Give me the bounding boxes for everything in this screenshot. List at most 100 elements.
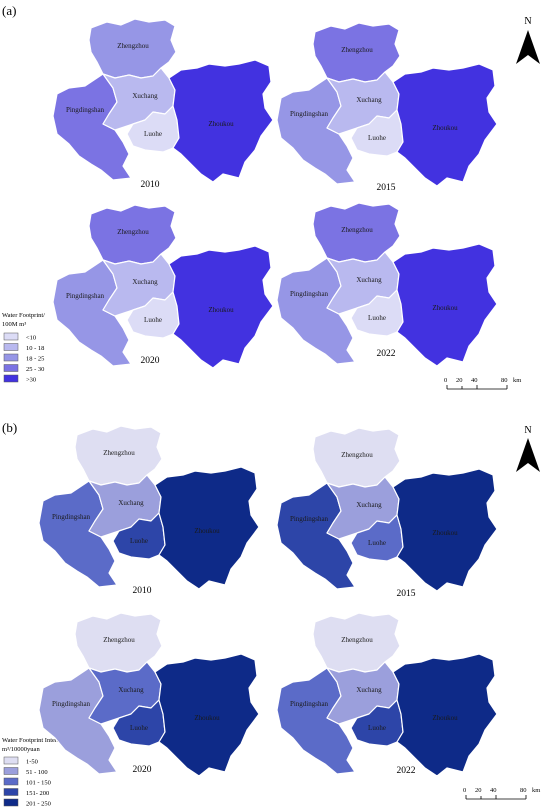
region-zhengzhou [312,22,401,83]
legend-title-line2: m³/10000yuan [2,746,40,753]
region-label-zhoukou: Zhoukou [432,714,458,722]
legend-label: >30 [26,377,36,384]
map-2022: Zhengzhou Pingdingshan Xuchang Luohe Zhoukou [276,612,498,777]
legend-swatch [3,343,19,351]
region-label-zhengzhou: Zhengzhou [103,449,135,457]
region-pingdingshan [38,480,118,588]
region-label-xuchang: Xuchang [356,276,382,284]
region-zhoukou [168,245,274,369]
map-2015: Zhengzhou Pingdingshan Xuchang Luohe Zhoukou [276,427,498,592]
north-arrow-b: N [516,425,540,472]
year-label: 2015 [397,589,416,599]
scale-unit: km [513,377,521,384]
region-label-xuchang: Xuchang [356,501,382,509]
region-zhoukou [392,63,498,187]
region-label-pingdingshan: Pingdingshan [290,290,329,298]
legend-label: 151- 200 [26,790,49,797]
region-label-xuchang: Xuchang [132,92,158,100]
scale-tick-0: 0 [463,787,466,794]
region-zhoukou [392,243,498,367]
year-label: 2020 [141,356,160,366]
region-label-zhengzhou: Zhengzhou [103,636,135,644]
legend-swatch [3,364,19,372]
region-label-pingdingshan: Pingdingshan [290,515,329,523]
legend-label: 18 - 25 [26,356,44,363]
map-2010: Zhengzhou Pingdingshan Xuchang Luohe Zhoukou [52,18,274,183]
region-zhengzhou [312,612,401,673]
legend-swatch [3,374,19,383]
map-2010: Zhengzhou Pingdingshan Xuchang Luohe Zhoukou [38,425,260,590]
region-label-luohe: Luohe [144,316,162,324]
maps-layer: Zhengzhou Pingdingshan Xuchang Luohe Zhoukou… [38,18,498,777]
region-pingdingshan [276,257,356,365]
legend-label: 25 - 30 [26,366,44,373]
scale-tick-40: 40 [490,787,497,794]
legend-title-line2: 100M m³ [2,321,26,328]
legend-swatch [3,777,19,786]
scale-tick-40: 40 [471,377,478,384]
region-zhoukou [154,466,260,590]
region-label-pingdingshan: Pingdingshan [290,110,329,118]
north-arrow-a: N [516,16,540,64]
region-label-luohe: Luohe [130,724,148,732]
region-zhengzhou [74,612,163,673]
region-pingdingshan [276,482,356,590]
region-zhoukou [392,468,498,592]
region-label-zhoukou: Zhoukou [432,529,458,537]
legend-swatch [3,767,19,775]
region-label-pingdingshan: Pingdingshan [52,513,91,521]
region-label-zhengzhou: Zhengzhou [341,46,373,54]
year-label: 2020 [133,765,152,775]
region-label-luohe: Luohe [368,724,386,732]
panel-b-tag: (b) [2,420,17,435]
region-pingdingshan [276,77,356,185]
map-2015: Zhengzhou Pingdingshan Xuchang Luohe Zhoukou [276,22,498,187]
scale-tick-20: 20 [475,787,482,794]
legend-water-footprint: Water Footprint/ 100M m³ <10 10 - 18 18 - … [2,312,45,384]
region-label-xuchang: Xuchang [132,278,158,286]
map-2020: Zhengzhou Pingdingshan Xuchang Luohe Zhoukou [38,612,260,777]
region-zhengzhou [74,425,163,486]
region-zhengzhou [88,18,177,79]
region-label-zhoukou: Zhoukou [432,124,458,132]
year-label: 2010 [141,180,160,190]
year-label: 2010 [133,586,152,596]
region-label-xuchang: Xuchang [118,499,144,507]
region-label-luohe: Luohe [368,539,386,547]
year-label: 2022 [397,766,416,776]
legend-title-line1: Water Footprint/ [2,312,45,319]
region-label-zhoukou: Zhoukou [208,120,234,128]
region-label-zhoukou: Zhoukou [432,304,458,312]
legend-swatch [3,798,19,807]
legend-label: 51 - 100 [26,769,48,776]
legend-label: 10 - 18 [26,345,44,352]
legend-water-footprint-intensity: Water Footprint Intensity/ m³/10000yuan … [2,737,70,808]
legend-title-line1: Water Footprint Intensity/ [2,737,70,744]
region-label-zhoukou: Zhoukou [194,714,220,722]
region-label-luohe: Luohe [144,130,162,138]
scale-tick-80: 80 [501,377,508,384]
legend-swatch [3,353,19,362]
region-label-zhengzhou: Zhengzhou [117,228,149,236]
legend-swatch [3,788,19,796]
region-label-luohe: Luohe [130,537,148,545]
region-label-pingdingshan: Pingdingshan [290,700,329,708]
region-label-zhengzhou: Zhengzhou [341,636,373,644]
north-label-a: N [524,16,531,27]
scale-tick-80: 80 [520,787,527,794]
region-zhengzhou [312,202,401,263]
region-label-zhoukou: Zhoukou [194,527,220,535]
legend-label: 1-50 [26,759,38,766]
scale-bar-b: 0 20 40 80 km [463,787,540,800]
scale-tick-20: 20 [456,377,463,384]
region-label-zhengzhou: Zhengzhou [341,226,373,234]
scale-bar-a: 0 20 40 80 km [444,377,521,390]
region-label-luohe: Luohe [368,134,386,142]
legend-swatch [3,756,19,765]
region-label-pingdingshan: Pingdingshan [66,292,105,300]
region-zhoukou [154,653,260,777]
region-label-zhengzhou: Zhengzhou [117,42,149,50]
year-label: 2022 [377,349,396,359]
scale-unit: km [532,787,540,794]
